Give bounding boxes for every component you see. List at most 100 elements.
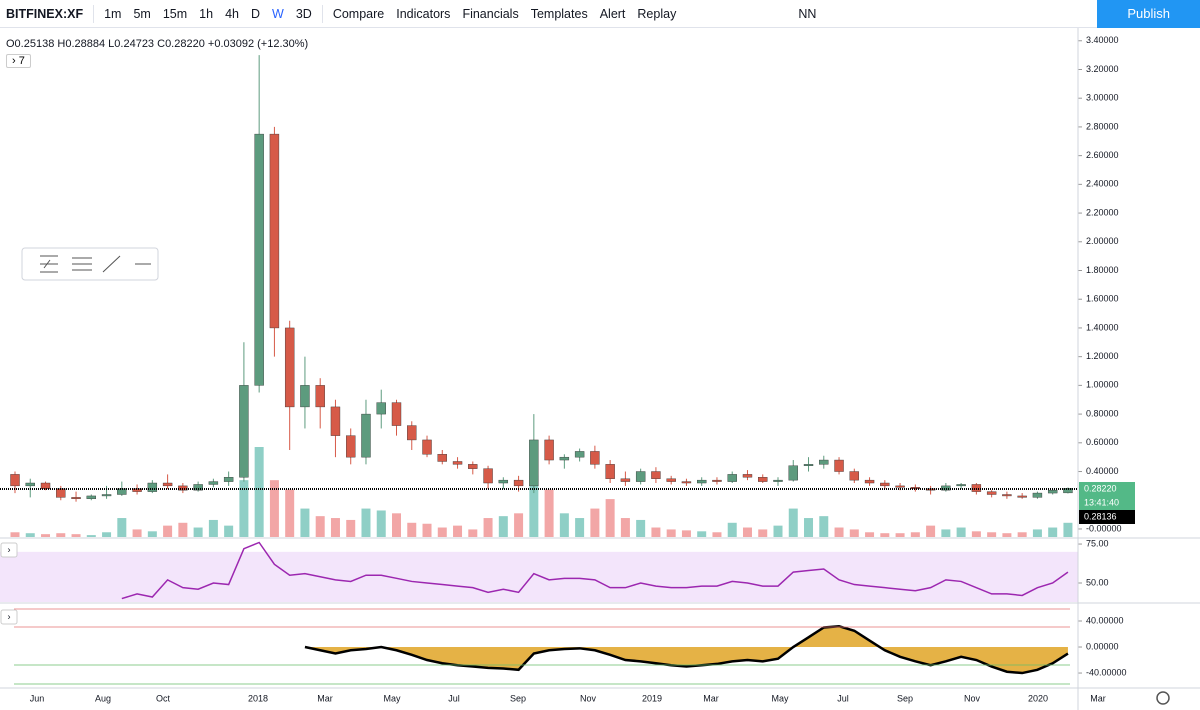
x-tick-label: Mar bbox=[703, 693, 719, 703]
volume-bar bbox=[392, 513, 401, 537]
y-tick-label: 2.40000 bbox=[1086, 179, 1119, 189]
volume-bar bbox=[10, 532, 20, 537]
ohlc-low: L0.24723 bbox=[108, 38, 155, 50]
candle-body bbox=[1002, 494, 1012, 497]
x-tick-label: Jul bbox=[837, 693, 849, 703]
volume-bar bbox=[910, 532, 920, 537]
candle-body bbox=[605, 464, 615, 479]
candle-body bbox=[86, 495, 97, 500]
interval[interactable]: D bbox=[250, 6, 261, 21]
candle-body bbox=[498, 479, 509, 484]
pane-toggle[interactable] bbox=[0, 542, 18, 558]
price-tag bbox=[1079, 482, 1135, 496]
symbol[interactable]: BITFINEX:XF bbox=[6, 6, 84, 21]
candle-body bbox=[208, 481, 219, 485]
candle-body bbox=[193, 484, 203, 491]
y-tick-label: 1.40000 bbox=[1086, 322, 1119, 332]
candle-body bbox=[864, 479, 875, 484]
countdown-tag bbox=[1079, 496, 1135, 510]
tool-lines[interactable] bbox=[72, 257, 92, 271]
y-tick-label: 75.00 bbox=[1086, 538, 1109, 548]
pane-toggle[interactable] bbox=[0, 609, 18, 625]
interval[interactable]: W bbox=[272, 6, 284, 21]
financials-button[interactable]: Financials bbox=[462, 6, 519, 21]
interval[interactable]: 1h bbox=[199, 6, 214, 21]
candle-body bbox=[407, 425, 417, 441]
publish-button[interactable]: Publish bbox=[1097, 0, 1200, 28]
y-tick-label: 2.80000 bbox=[1086, 121, 1119, 131]
volume-bar bbox=[1048, 527, 1058, 537]
legend-toggle[interactable]: › 7 bbox=[6, 54, 31, 68]
volume-bar bbox=[132, 529, 142, 537]
candle-body bbox=[101, 494, 112, 497]
interval[interactable]: 3D bbox=[295, 6, 312, 21]
y-tick-label: 2.60000 bbox=[1086, 150, 1119, 160]
volume-bar bbox=[956, 527, 966, 537]
volume-bar bbox=[819, 516, 829, 537]
candle-body bbox=[513, 479, 524, 487]
candle-body bbox=[452, 461, 463, 465]
candle-body bbox=[590, 451, 600, 465]
ohlc-header: O0.25138 H0.28884 L0.24723 C0.28220 +0.0… bbox=[6, 38, 308, 50]
replay-button[interactable]: Replay bbox=[637, 6, 677, 21]
volume-bar bbox=[1063, 522, 1073, 537]
volume-bar bbox=[895, 533, 905, 537]
legend-count: 7 bbox=[18, 55, 25, 67]
interval[interactable]: 15m bbox=[162, 6, 188, 21]
tool-trend[interactable] bbox=[102, 255, 121, 273]
y-tick-label: 0.80000 bbox=[1086, 408, 1119, 418]
pane-toggle-icon: › bbox=[8, 611, 11, 621]
candle-body bbox=[254, 133, 264, 386]
volume-bar bbox=[285, 489, 295, 537]
separator bbox=[321, 4, 323, 23]
interval[interactable]: 1m bbox=[104, 6, 122, 21]
y-tick-label: 3.20000 bbox=[1086, 64, 1119, 74]
x-tick-label: Nov bbox=[964, 693, 981, 703]
volume-bar bbox=[86, 535, 96, 537]
candle-body bbox=[956, 484, 966, 487]
indicators-button[interactable]: Indicators bbox=[396, 6, 451, 21]
volume-bar bbox=[880, 533, 890, 537]
candle-body bbox=[162, 482, 173, 487]
candle-body bbox=[376, 402, 386, 415]
volume-bar bbox=[529, 475, 539, 537]
volume-bar bbox=[681, 530, 691, 537]
templates-button[interactable]: Templates bbox=[530, 6, 588, 21]
volume-bar bbox=[453, 525, 463, 537]
interval[interactable]: 5m bbox=[133, 6, 151, 21]
candle-body bbox=[895, 485, 905, 488]
layout-button[interactable]: NN bbox=[798, 6, 817, 21]
candle-body bbox=[330, 406, 341, 436]
compare-button[interactable]: Compare bbox=[332, 6, 385, 21]
x-tick-label: Oct bbox=[156, 693, 171, 703]
volume-bar bbox=[834, 527, 844, 537]
volume-bar bbox=[941, 529, 951, 537]
volume-bar bbox=[849, 529, 859, 537]
price-tag bbox=[1079, 510, 1135, 524]
candle-body bbox=[1047, 489, 1058, 494]
candle-body bbox=[697, 479, 707, 484]
volume-bar bbox=[483, 518, 493, 537]
candle-body bbox=[223, 477, 234, 482]
candle-body bbox=[1017, 495, 1027, 498]
candle-body bbox=[300, 385, 310, 408]
x-tick-label: May bbox=[383, 693, 401, 703]
volume-bar bbox=[163, 525, 173, 537]
volume-bar bbox=[468, 529, 478, 537]
volume-bar bbox=[117, 518, 127, 537]
countdown-text: 13:41:40 bbox=[1084, 497, 1119, 507]
interval[interactable]: 4h bbox=[225, 6, 239, 21]
alert-button[interactable]: Alert bbox=[599, 6, 626, 21]
drawing-toolbox bbox=[21, 247, 159, 281]
candle-body bbox=[346, 435, 356, 458]
price-tag-text: 0.28220 bbox=[1084, 483, 1117, 493]
volume-bar bbox=[407, 522, 417, 537]
candle-body bbox=[880, 482, 890, 487]
volume-bar bbox=[178, 522, 188, 537]
tool-fib[interactable] bbox=[40, 255, 58, 273]
candle-body bbox=[666, 478, 676, 482]
oscillator-area bbox=[304, 626, 1068, 674]
settings-icon[interactable] bbox=[1156, 691, 1170, 705]
volume-bar bbox=[697, 531, 707, 537]
